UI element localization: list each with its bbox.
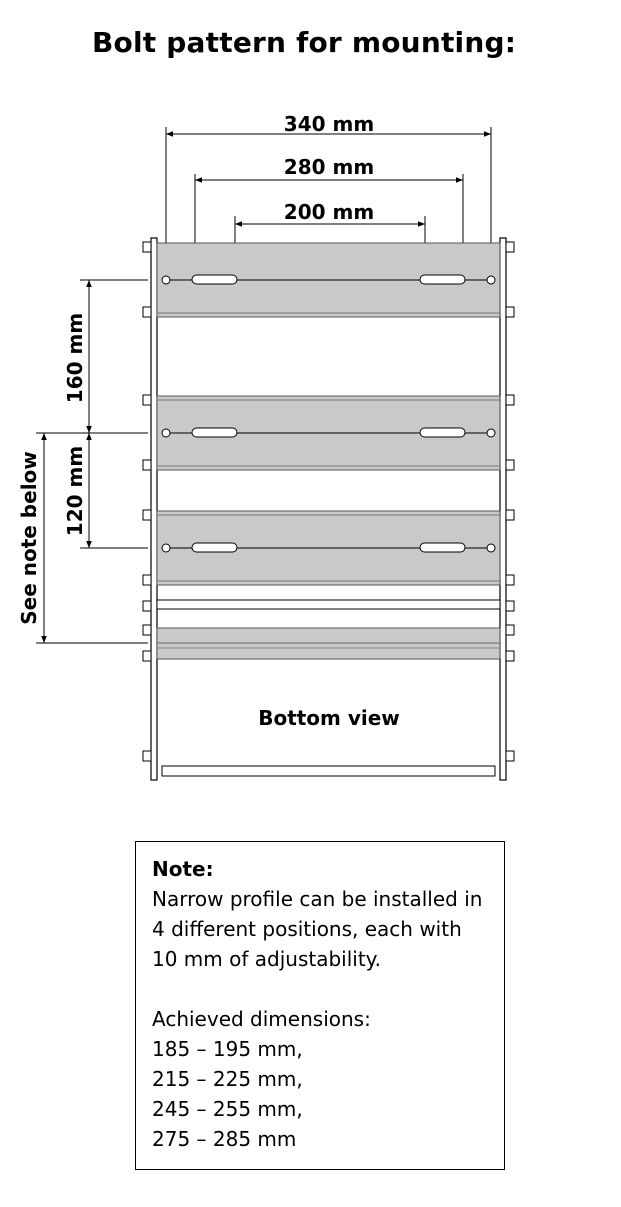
bolt-pattern-drawing: 340 mm 280 mm 200 mm 160 mm 120 mm See n… — [17, 112, 515, 781]
note-line: 4 different positions, each with — [152, 917, 462, 941]
note-line: Narrow profile can be installed in — [152, 887, 483, 911]
bolts-right — [505, 241, 515, 762]
dim-label-280: 280 mm — [284, 155, 374, 179]
note-dim-item: 275 – 285 mm — [152, 1127, 297, 1151]
dim-label-200: 200 mm — [284, 200, 374, 224]
note-title: Note: — [152, 857, 214, 881]
note-dims-heading: Achieved dimensions: — [152, 1007, 371, 1031]
left-rail — [150, 237, 158, 781]
note-dim-item: 185 – 195 mm, — [152, 1037, 303, 1061]
right-rail — [499, 237, 507, 781]
dim-label-120: 120 mm — [63, 446, 87, 536]
narrow-profile — [156, 599, 501, 660]
note-dim-item: 245 – 255 mm, — [152, 1097, 303, 1121]
bottom-frame — [156, 659, 501, 780]
note-line: 10 mm of adjustability. — [152, 947, 382, 971]
dim-label-160: 160 mm — [63, 313, 87, 403]
dimension-120 — [80, 433, 148, 549]
view-label: Bottom view — [258, 706, 400, 730]
note-spacer — [152, 974, 488, 1004]
dimension-160 — [80, 279, 148, 434]
dim-label-340: 340 mm — [284, 112, 374, 136]
dimension-see-note — [36, 432, 148, 644]
mounting-holes — [161, 274, 496, 553]
note-box: Note: Narrow profile can be installed in… — [135, 841, 505, 1170]
page-title: Bolt pattern for mounting: — [92, 26, 517, 59]
dim-label-see-note: See note below — [17, 451, 41, 625]
bolts-left — [142, 241, 152, 762]
note-dim-item: 215 – 225 mm, — [152, 1067, 303, 1091]
